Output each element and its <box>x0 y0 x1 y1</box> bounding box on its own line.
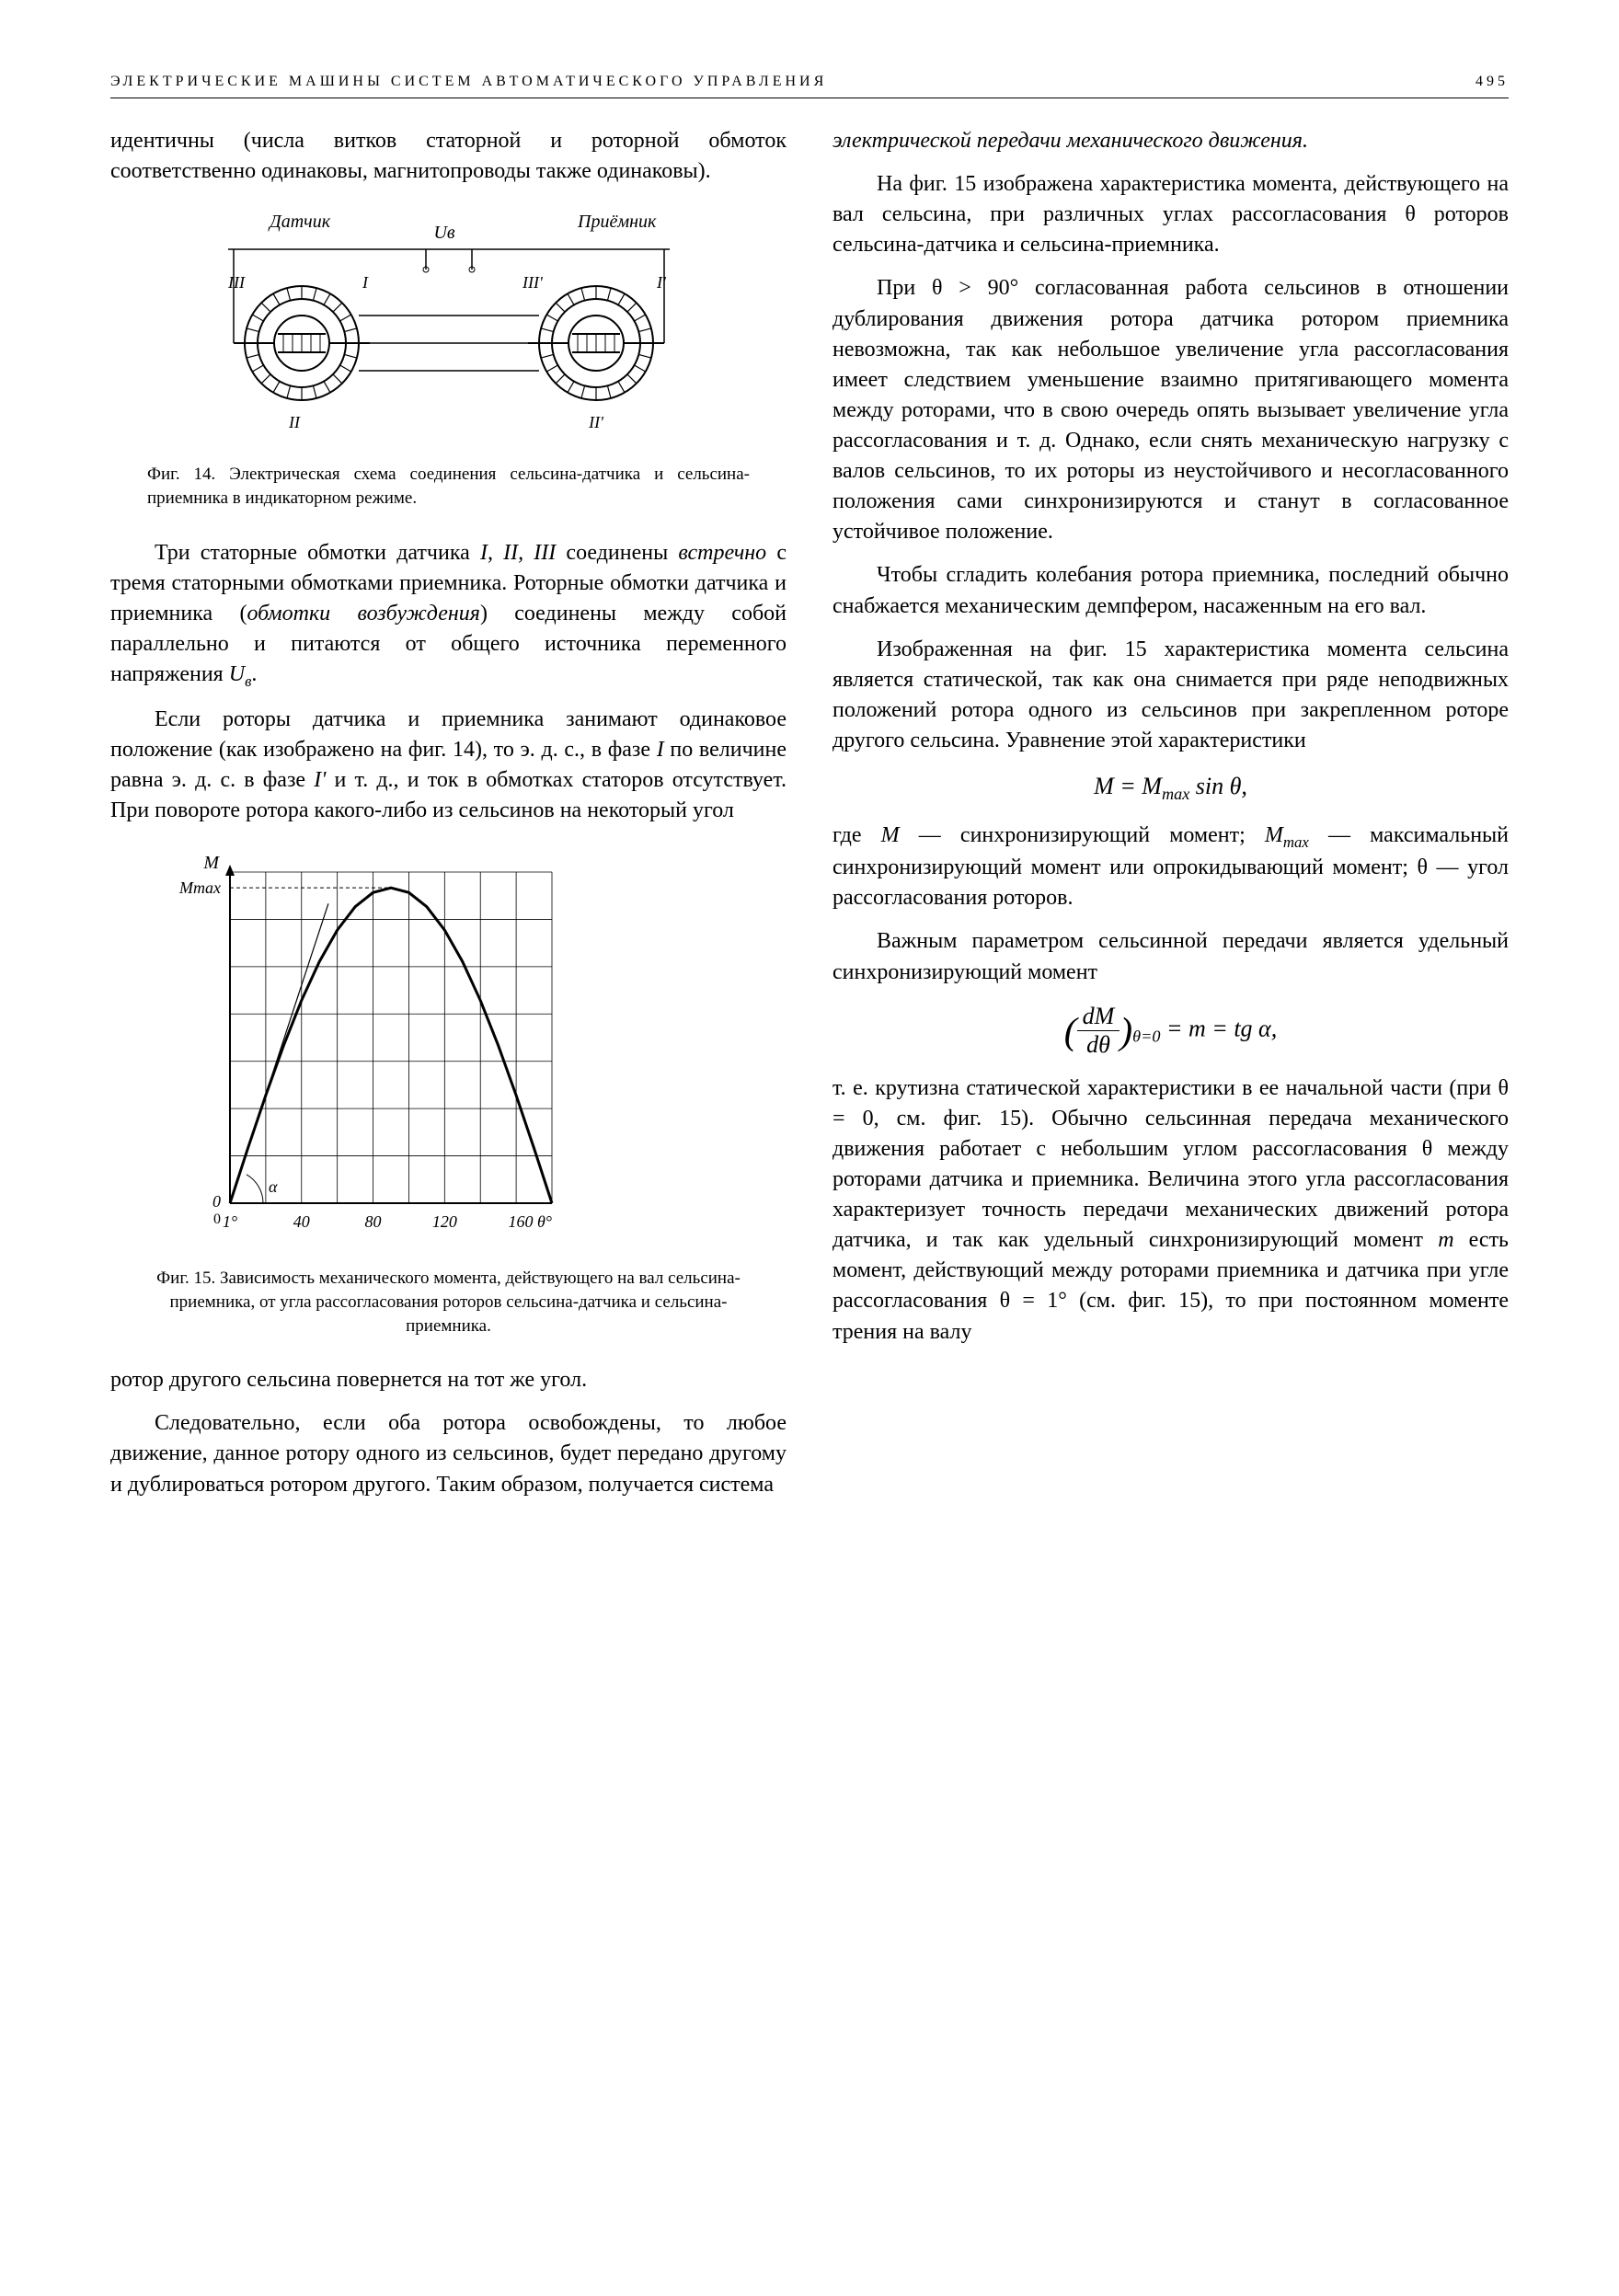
figure-15-chart: α M Mmax 01° 40 80 120 160 θ° 0 <box>166 844 570 1249</box>
svg-text:0: 0 <box>213 1211 221 1227</box>
svg-text:160 θ°: 160 θ° <box>508 1212 552 1231</box>
svg-text:I': I' <box>656 273 667 292</box>
svg-text:Приёмник: Приёмник <box>577 212 657 232</box>
two-column-layout: идентичны (числа витков статорной и рото… <box>110 126 1509 1513</box>
svg-text:120: 120 <box>432 1212 457 1231</box>
right-p2: На фиг. 15 изображена характеристика мом… <box>832 169 1509 260</box>
den: dθ <box>1081 1031 1116 1057</box>
svg-text:1°: 1° <box>223 1212 237 1231</box>
txt: обмотки возбуждения <box>247 602 479 626</box>
left-p4: ротор другого сельсина повернется на тот… <box>110 1365 787 1395</box>
svg-text:Mmax: Mmax <box>178 878 221 897</box>
eq-max: max <box>1162 785 1189 803</box>
svg-text:III': III' <box>522 273 544 292</box>
txt: M <box>1265 823 1283 847</box>
figure-14-diagram: ДатчикПриёмникUвIIIIIII'I'IIII' <box>191 205 706 444</box>
left-column: идентичны (числа витков статорной и рото… <box>110 126 787 1513</box>
txt: Три статорные обмотки датчика <box>155 541 480 565</box>
txt: M <box>881 823 900 847</box>
num: dM <box>1077 1004 1120 1031</box>
lparen: ( <box>1064 1009 1077 1051</box>
page-header: ЭЛЕКТРИЧЕСКИЕ МАШИНЫ СИСТЕМ АВТОМАТИЧЕСК… <box>110 74 1509 98</box>
eq-sub: θ=0 <box>1132 1027 1160 1045</box>
eq-eq: = <box>1114 773 1142 799</box>
left-p1: идентичны (числа витков статорной и рото… <box>110 126 787 187</box>
right-column: электрической передачи механического дви… <box>832 126 1509 1513</box>
svg-text:I: I <box>362 273 369 292</box>
header-title: ЭЛЕКТРИЧЕСКИЕ МАШИНЫ СИСТЕМ АВТОМАТИЧЕСК… <box>110 74 827 90</box>
eq-M: M <box>1094 773 1114 799</box>
right-p1: электрической передачи механического дви… <box>832 126 1509 156</box>
svg-text:III: III <box>227 273 246 292</box>
txt: т. е. крутизна статической характеристик… <box>832 1076 1509 1253</box>
svg-text:Uв: Uв <box>433 223 454 243</box>
right-p8: т. е. крутизна статической характеристик… <box>832 1073 1509 1348</box>
right-p6: где M — синхронизирующий момент; Mmax — … <box>832 821 1509 913</box>
txt: встречно <box>678 541 766 565</box>
eq-Mmax: M <box>1142 773 1162 799</box>
left-p3: Если роторы датчика и приемника занимают… <box>110 705 787 826</box>
right-p5: Изображенная на фиг. 15 характеристика м… <box>832 635 1509 756</box>
fraction: dMdθ <box>1077 1004 1120 1057</box>
txt: где <box>832 823 881 847</box>
txt: соединены <box>556 541 678 565</box>
svg-text:II': II' <box>588 413 604 431</box>
svg-text:M: M <box>202 853 220 873</box>
figure-14-caption: Фиг. 14. Электрическая схема соединения … <box>147 463 750 510</box>
svg-text:40: 40 <box>293 1212 310 1231</box>
equation-2: (dMdθ)θ=0 = m = tg α, <box>832 1004 1509 1057</box>
figure-15-wrap: α M Mmax 01° 40 80 120 160 θ° 0 <box>166 844 787 1254</box>
svg-text:α: α <box>269 1177 278 1196</box>
txt: I <box>657 738 664 762</box>
eq-sin: sin θ, <box>1189 773 1247 799</box>
equation-1: M = Mmax sin θ, <box>832 773 1509 804</box>
left-p2: Три статорные обмотки датчика I, II, III… <box>110 538 787 692</box>
svg-text:0: 0 <box>212 1192 221 1211</box>
rparen: ) <box>1120 1009 1132 1051</box>
header-page: 495 <box>1475 74 1509 90</box>
txt: max <box>1283 833 1309 851</box>
txt: I' <box>314 768 326 792</box>
eq-rhs: = m = tg α, <box>1160 1015 1277 1041</box>
txt: — синхронизирующий момент; <box>900 823 1265 847</box>
right-p7: Важным параметром сельсинной передачи яв… <box>832 926 1509 987</box>
right-p3: При θ > 90° согласованная работа сельсин… <box>832 273 1509 547</box>
txt: . <box>251 662 257 686</box>
left-p5: Следовательно, если оба ротора освобожде… <box>110 1408 787 1499</box>
txt: I, II, III <box>480 541 556 565</box>
svg-text:80: 80 <box>365 1212 382 1231</box>
figure-15-caption: Фиг. 15. Зависимость механического момен… <box>147 1267 750 1337</box>
txt: m <box>1438 1228 1453 1252</box>
svg-text:II: II <box>288 413 301 431</box>
txt: U <box>229 662 245 686</box>
right-p4: Чтобы сгладить колебания ротора приемник… <box>832 560 1509 621</box>
svg-text:Датчик: Датчик <box>268 212 331 232</box>
